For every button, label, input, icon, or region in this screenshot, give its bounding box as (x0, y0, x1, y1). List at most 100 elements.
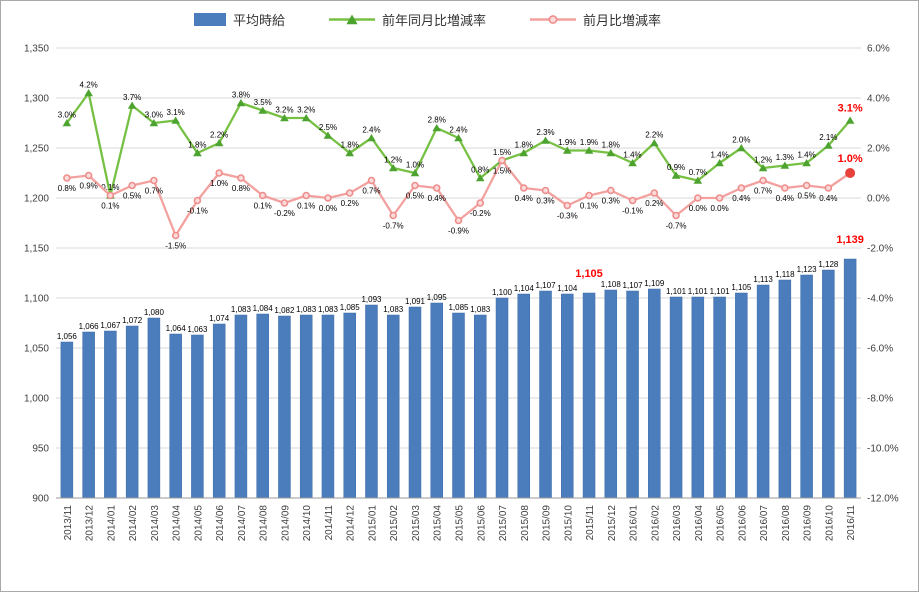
point-label: 2.2% (645, 131, 663, 140)
triangle-marker-icon (606, 149, 616, 157)
circle-marker-icon (258, 191, 267, 200)
x-axis-tick: 2015/08 (520, 505, 531, 542)
right-axis-tick: -4.0% (867, 294, 893, 305)
x-axis-tick: 2015/09 (542, 505, 553, 542)
triangle-marker-icon (84, 89, 93, 97)
bar (169, 333, 182, 499)
circle-marker-icon (650, 189, 659, 197)
point-label: 1.0% (210, 179, 228, 188)
bar (713, 296, 726, 499)
bar (517, 293, 531, 499)
circle-marker-icon (237, 174, 245, 182)
point-label: 2.1% (819, 133, 837, 142)
x-axis-tick: 2014/03 (150, 505, 161, 542)
point-label: 0.9% (80, 182, 98, 191)
triangle-marker-icon (737, 144, 746, 152)
bar-value-label: 1,100 (492, 288, 513, 297)
x-axis-tick: 2014/09 (280, 505, 291, 542)
point-label: 0.3% (602, 197, 620, 206)
point-label: 1.9% (558, 138, 576, 147)
left-axis-tick: 1,150 (24, 244, 49, 255)
x-axis-tick: 2015/04 (433, 505, 444, 542)
left-axis-labels: 1,350 1,300 1,250 1,200 1,150 1,100 1,050 1,000… (24, 44, 49, 505)
x-axis-tick: 2014/08 (259, 505, 270, 542)
triangle-marker-icon (519, 149, 529, 157)
triangle-marker-icon (345, 149, 355, 157)
legend-item-mom-rate: 前月比増減率 (530, 10, 661, 29)
right-axis-tick: -8.0% (867, 394, 893, 405)
x-axis-tick: 2016/03 (672, 505, 683, 542)
point-label: 3.8% (232, 91, 250, 100)
bar-series-swatch (193, 13, 226, 26)
circle-marker-icon (280, 199, 289, 207)
bar-value-label: 1,083 (383, 305, 404, 314)
circle-marker-icon (215, 169, 223, 177)
point-label: -0.7% (383, 222, 404, 231)
x-axis-tick: 2015/10 (563, 505, 574, 542)
right-axis-tick: -12.0% (867, 494, 899, 505)
bar-value-label: 1,105 (731, 283, 752, 292)
legend-item-yoy-rate: 前年同月比増減率 (328, 10, 486, 29)
bar (669, 296, 683, 499)
bar (626, 290, 639, 499)
bar (582, 292, 596, 499)
point-label: 0.1% (580, 202, 598, 211)
bar (822, 269, 835, 499)
triangle-marker-icon (715, 159, 724, 167)
point-label: 3.0% (145, 111, 163, 120)
triangle-marker-icon (258, 106, 267, 114)
circle-marker-icon (411, 181, 419, 190)
point-label: -0.1% (622, 207, 643, 216)
x-axis-tick: 2016/04 (694, 505, 705, 542)
point-label: 1.4% (623, 151, 641, 160)
circle-marker-icon (63, 174, 71, 182)
point-label: 1.9% (580, 138, 598, 147)
circle-marker-icon (563, 201, 572, 210)
left-axis-tick: 900 (32, 494, 49, 505)
circle-marker-icon (150, 176, 158, 185)
triangle-marker-icon (845, 116, 855, 124)
point-label: 1.0% (838, 153, 863, 165)
circle-marker-icon (432, 184, 441, 192)
bar-value-label: 1,095 (427, 293, 448, 302)
point-label: -0.2% (274, 209, 295, 218)
x-axis-tick: 2016/08 (781, 505, 792, 542)
bar-value-label: 1,093 (361, 295, 382, 304)
triangle-marker-icon (802, 159, 811, 167)
bar-value-label: 1,104 (514, 284, 535, 293)
bar-value-label: 1,066 (79, 322, 100, 331)
yoy-line-swatch-icon (328, 14, 375, 25)
legend: 平均時給 前年同月比増減率 前月比増減率 (1, 10, 886, 29)
point-label: 0.4% (515, 194, 533, 203)
point-label: 0.4% (776, 194, 794, 203)
point-label: 0.0% (319, 204, 337, 213)
x-axis-tick: 2015/02 (389, 505, 400, 542)
x-axis-tick: 2014/05 (193, 505, 204, 542)
bar (452, 312, 465, 499)
point-label: 3.2% (297, 106, 315, 115)
triangle-marker-icon (127, 101, 137, 109)
x-axis-tick: 2014/01 (106, 505, 117, 542)
x-axis-tick: 2014/10 (302, 505, 313, 542)
point-label: -1.5% (165, 242, 186, 251)
point-label: 0.0% (689, 204, 707, 213)
bar-value-label: 1,108 (601, 280, 622, 289)
point-label: -0.3% (557, 212, 578, 221)
bar (278, 315, 291, 499)
circle-marker-icon (606, 186, 615, 195)
bar (147, 317, 161, 499)
circle-marker-icon (84, 171, 93, 180)
bar (125, 325, 139, 499)
triangle-marker-icon (780, 161, 790, 169)
point-label: 0.7% (145, 187, 163, 196)
triangle-marker-icon (671, 171, 681, 179)
x-axis-tick: 2015/03 (411, 505, 422, 542)
point-label: 1.8% (515, 141, 533, 150)
legend-label-yoy-rate: 前年同月比増減率 (381, 13, 486, 28)
triangle-marker-icon (171, 116, 180, 124)
left-axis-tick: 1,300 (24, 94, 49, 105)
triangle-marker-icon (388, 164, 398, 172)
point-label: 1.2% (754, 156, 772, 165)
left-axis-tick: 1,050 (24, 344, 49, 355)
